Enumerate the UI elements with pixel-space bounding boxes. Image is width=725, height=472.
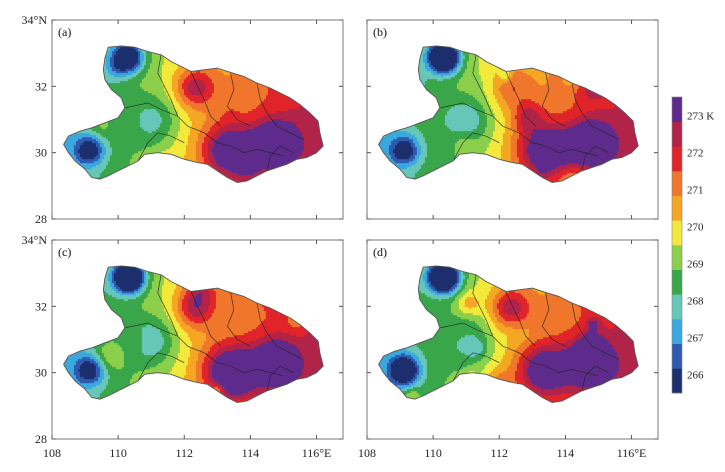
- panel-label: (a): [58, 25, 71, 39]
- lat-tick-label: 32: [35, 299, 47, 313]
- colorbar-label: 271: [687, 185, 704, 197]
- lon-tick-label: 116°E: [302, 446, 332, 460]
- colorbar: 266 267 268 269 270 271 272 273 K: [671, 96, 714, 394]
- map-panel-b: (b): [366, 19, 659, 220]
- prefecture-boundary: [581, 145, 609, 171]
- map-panel-c: (c) 28 30 32 34°N 108 110 112 114 116°E: [22, 233, 344, 460]
- colorbar-segment: [672, 269, 682, 295]
- colorbar-segment: [672, 171, 682, 196]
- prefecture-boundary: [124, 102, 205, 134]
- prefecture-boundary: [452, 132, 500, 162]
- lon-tick-label: 114: [557, 446, 575, 460]
- prefecture-boundary: [124, 322, 205, 354]
- lat-tick-label: 30: [35, 146, 47, 160]
- province-outline: [378, 265, 639, 403]
- panel-label: (d): [373, 245, 387, 259]
- colorbar-label: 273 K: [687, 111, 714, 123]
- prefecture-boundary: [505, 291, 536, 347]
- lat-tick-label: 34°N: [22, 13, 48, 27]
- colorbar-label: 269: [687, 259, 704, 271]
- prefecture-boundary: [266, 365, 294, 391]
- colorbar-label: 267: [687, 333, 704, 345]
- colorbar-segment: [672, 146, 682, 172]
- map-panel-d: (d) 108 110 112 114 116°E: [358, 239, 659, 460]
- map-panel-a: (a) 28 30 32 34°N: [22, 13, 344, 226]
- colorbar-segment: [672, 294, 682, 320]
- lat-tick-label: 28: [35, 432, 47, 446]
- colorbar-segment: [672, 121, 682, 147]
- prefecture-boundary: [157, 274, 178, 337]
- province-outline: [378, 45, 639, 183]
- lat-tick-label: 28: [35, 212, 47, 226]
- colorbar-label: 268: [687, 296, 704, 308]
- colorbar-segment: [672, 245, 682, 270]
- prefecture-boundary: [190, 291, 221, 347]
- lat-tick-label: 32: [35, 79, 47, 93]
- colorbar-segment: [672, 343, 682, 369]
- lon-tick-label: 110: [109, 446, 127, 460]
- colorbar-segment: [672, 319, 682, 344]
- prefecture-boundary: [541, 72, 566, 127]
- lon-tick-label: 114: [242, 446, 260, 460]
- lon-tick-label: 116°E: [617, 446, 647, 460]
- lon-tick-label: 108: [358, 446, 376, 460]
- prefecture-boundary: [137, 352, 185, 382]
- prefecture-boundary: [256, 302, 304, 360]
- prefecture-boundary: [137, 132, 185, 162]
- prefecture-boundary: [190, 71, 221, 127]
- prefecture-boundary: [518, 132, 599, 157]
- prefecture-boundary: [541, 292, 566, 347]
- province-outline: [63, 45, 324, 183]
- prefecture-boundary: [472, 54, 493, 117]
- prefecture-boundary: [472, 274, 493, 337]
- province-outline: [63, 265, 324, 403]
- panel-label: (b): [373, 25, 387, 39]
- prefecture-boundary: [157, 54, 178, 117]
- colorbar-segment: [672, 368, 682, 394]
- lat-tick-label: 34°N: [22, 233, 48, 247]
- colorbar-segment: [672, 97, 682, 122]
- lon-tick-label: 110: [424, 446, 442, 460]
- prefecture-boundary: [571, 82, 619, 140]
- prefecture-boundary: [505, 71, 536, 127]
- colorbar-label: 270: [687, 222, 704, 234]
- prefecture-boundary: [439, 322, 520, 354]
- lon-tick-label: 112: [175, 446, 193, 460]
- prefecture-boundary: [266, 145, 294, 171]
- prefecture-boundary: [203, 132, 284, 157]
- prefecture-boundary: [452, 352, 500, 382]
- prefecture-boundary: [439, 102, 520, 134]
- lon-tick-label: 108: [43, 446, 61, 460]
- lon-tick-label: 112: [490, 446, 508, 460]
- prefecture-boundary: [256, 82, 304, 140]
- prefecture-boundary: [203, 352, 284, 377]
- prefecture-boundary: [581, 365, 609, 391]
- panel-label: (c): [58, 245, 71, 259]
- prefecture-boundary: [571, 302, 619, 360]
- colorbar-frame: [671, 96, 683, 394]
- colorbar-segment: [672, 220, 682, 246]
- lat-tick-label: 30: [35, 366, 47, 380]
- colorbar-label: 272: [687, 148, 704, 160]
- prefecture-boundary: [518, 352, 599, 377]
- colorbar-segment: [672, 195, 682, 221]
- prefecture-boundary: [226, 72, 251, 127]
- prefecture-boundary: [226, 292, 251, 347]
- colorbar-label: 266: [687, 370, 704, 382]
